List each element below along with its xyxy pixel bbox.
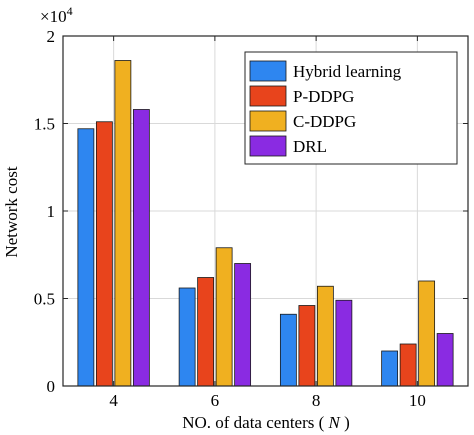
bar-hybrid-learning-8 — [279, 313, 297, 387]
bar-drl-10 — [436, 333, 454, 387]
y-tick-label: 0.5 — [34, 290, 55, 309]
x-axis-label-text: NO. of data centers ( — [182, 413, 324, 432]
legend-swatch — [249, 110, 287, 132]
bar-c-ddpg-10 — [418, 280, 436, 387]
legend-swatch — [249, 135, 287, 157]
bar-hybrid-learning-4 — [77, 128, 95, 387]
ticks: 0 0.5 1 1.5 2 4 6 8 10 — [34, 27, 468, 410]
y-tick-label: 1 — [47, 202, 56, 221]
legend: Hybrid learning P-DDPG C-DDPG DRL — [244, 51, 458, 165]
x-axis-label-variable: N — [328, 413, 342, 432]
y-tick-label: 2 — [47, 27, 56, 46]
bar-c-ddpg-4 — [114, 60, 132, 387]
bar-hybrid-learning-6 — [178, 287, 196, 387]
y-tick-label: 0 — [47, 377, 56, 396]
x-tick-label: 4 — [109, 391, 118, 410]
y-axis-multiplier-exponent: 4 — [67, 4, 73, 18]
bar-hybrid-learning-10 — [381, 350, 399, 387]
bar-p-ddpg-8 — [298, 305, 316, 387]
legend-label: P-DDPG — [293, 87, 354, 106]
x-axis-label: NO. of data centers ( N ) — [182, 413, 350, 432]
legend-label: DRL — [293, 137, 327, 156]
legend-swatch — [249, 60, 287, 82]
x-tick-label: 10 — [409, 391, 426, 410]
y-axis-label: Network cost — [2, 166, 21, 257]
bar-p-ddpg-4 — [95, 121, 113, 387]
bar-c-ddpg-6 — [215, 247, 233, 387]
bar-drl-8 — [335, 299, 353, 387]
x-axis-label-close: ) — [344, 413, 350, 432]
x-tick-label: 6 — [211, 391, 220, 410]
legend-label: Hybrid learning — [293, 62, 402, 81]
bar-p-ddpg-10 — [399, 343, 417, 387]
bar-p-ddpg-6 — [197, 277, 215, 387]
bar-drl-6 — [234, 263, 252, 387]
bars — [77, 60, 454, 387]
legend-label: C-DDPG — [293, 112, 356, 131]
y-tick-label: 1.5 — [34, 115, 55, 134]
x-tick-label: 8 — [312, 391, 321, 410]
y-axis-multiplier: ×104 — [40, 4, 73, 26]
legend-swatch — [249, 85, 287, 107]
bar-c-ddpg-8 — [316, 285, 334, 387]
bar-drl-4 — [132, 109, 150, 387]
